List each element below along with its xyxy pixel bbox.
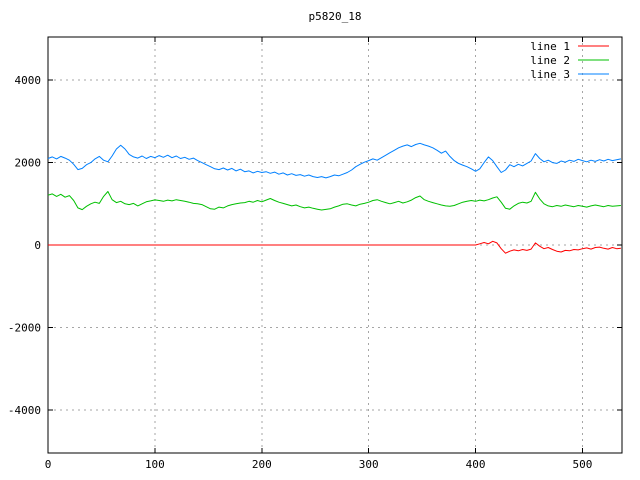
y-tick-label: -4000 xyxy=(8,404,41,417)
legend-label-line-1: line 1 xyxy=(530,40,570,53)
series-line-3 xyxy=(47,142,621,179)
x-tick-label: 400 xyxy=(466,458,486,471)
x-tick-label: 300 xyxy=(359,458,379,471)
y-tick-label: -2000 xyxy=(8,321,41,334)
legend-label-line-3: line 3 xyxy=(530,68,570,81)
legend-label-line-2: line 2 xyxy=(530,54,570,67)
series-line-2 xyxy=(47,191,621,211)
y-tick-label: 4000 xyxy=(15,74,42,87)
y-tick-label: 0 xyxy=(34,239,41,252)
chart-title: p5820_18 xyxy=(308,10,362,23)
x-tick-label: 100 xyxy=(145,458,165,471)
x-tick-label: 0 xyxy=(45,458,52,471)
x-tick-label: 200 xyxy=(252,458,272,471)
series-line-1 xyxy=(48,240,621,254)
x-tick-label: 500 xyxy=(573,458,593,471)
y-tick-label: 2000 xyxy=(15,157,42,170)
